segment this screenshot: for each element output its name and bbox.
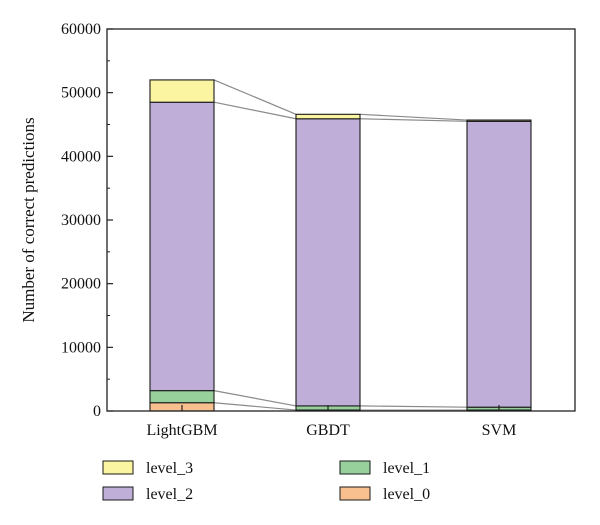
legend-swatch-level-0	[339, 486, 371, 501]
bar-segment-level-3-gbdt	[295, 113, 361, 120]
connector-line	[213, 101, 297, 120]
bar-segment-level-3-svm	[466, 119, 532, 122]
axes: 0 10000 20000 30000 40000 50000 60000 LightGBM G…	[61, 21, 516, 439]
legend-label-level-1: level_1	[383, 460, 430, 477]
bar-segment-level-2-svm	[466, 120, 532, 408]
bar-segment-level-2-gbdt	[295, 118, 361, 407]
legend-label-level-0: level_0	[383, 486, 430, 503]
bar-segment-level-3-lightgbm	[149, 79, 215, 103]
y-tick-label: 0	[93, 403, 101, 420]
connector-line	[213, 79, 297, 115]
y-tick-label: 60000	[61, 21, 101, 38]
plot-area	[149, 79, 532, 412]
x-tick-label: LightGBM	[146, 422, 217, 439]
connector-line	[359, 113, 468, 121]
connector-line	[359, 405, 468, 408]
x-tick-label: SVM	[482, 422, 517, 439]
legend: level_3 level_1 level_2 level_0	[102, 460, 430, 503]
connector-line	[213, 402, 297, 411]
y-tick-label: 30000	[61, 212, 101, 229]
legend-swatch-level-1	[339, 460, 371, 475]
y-tick-label: 40000	[61, 148, 101, 165]
legend-swatch-level-3	[102, 460, 134, 475]
connector-line	[359, 118, 468, 122]
y-axis-title: Number of correct predictions	[19, 117, 38, 322]
y-tick-label: 10000	[61, 339, 101, 356]
x-tick-label: GBDT	[306, 422, 350, 439]
bar-segment-level-2-lightgbm	[149, 101, 215, 392]
bar-segment-level-1-lightgbm	[149, 390, 215, 404]
legend-label-level-2: level_2	[146, 486, 193, 503]
y-tick-label: 20000	[61, 276, 101, 293]
legend-swatch-level-2	[102, 486, 134, 501]
y-tick-label: 50000	[61, 85, 101, 102]
connector-line	[213, 390, 297, 407]
legend-label-level-3: level_3	[146, 460, 193, 477]
